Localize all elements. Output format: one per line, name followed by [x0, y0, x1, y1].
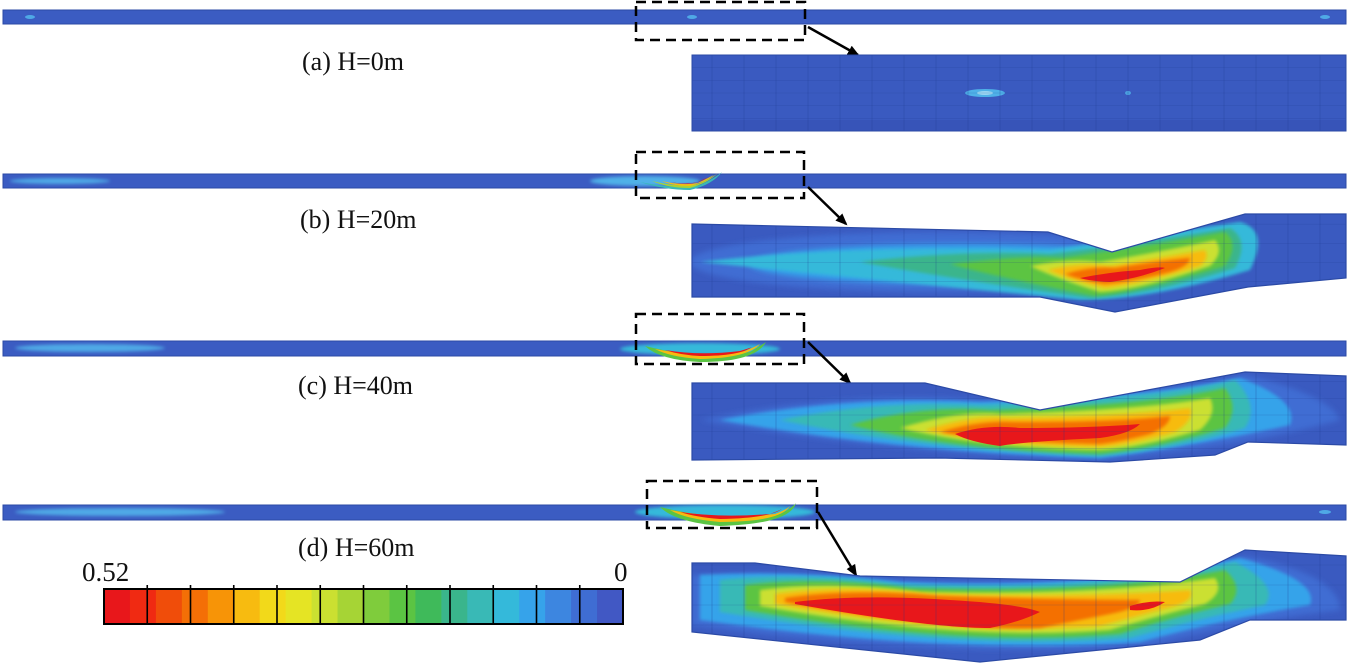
beam-contour — [15, 344, 165, 352]
legend-cell — [545, 589, 572, 624]
zoom-arrow-c — [807, 341, 852, 385]
beam-full-a — [2, 9, 1347, 25]
zoom-arrow-d — [816, 511, 858, 577]
legend-cell — [104, 589, 131, 624]
beam-hotspot — [665, 347, 752, 356]
legend-cell — [259, 589, 287, 624]
panel-label-a: (a) H=0m — [302, 47, 404, 76]
beam-spot — [1320, 15, 1330, 19]
selection-box-b — [634, 150, 806, 200]
legend-cell — [467, 589, 494, 624]
legend-cell — [311, 589, 339, 624]
legend-ticks — [146, 585, 581, 624]
legend-cell — [337, 589, 364, 624]
legend-cell — [441, 589, 468, 624]
legend-cell — [233, 589, 261, 624]
selection-box-d — [645, 479, 819, 530]
zoom-view-c — [691, 371, 1347, 463]
beam-spot — [687, 15, 697, 19]
zoom-arrow-b — [807, 186, 848, 226]
legend-max-label: 0.52 — [82, 557, 129, 587]
legend-cell — [519, 589, 546, 624]
panel-c: (c) H=40m — [2, 312, 1347, 463]
legend-cell — [129, 589, 157, 624]
legend-cell — [207, 589, 235, 624]
panel-a: (a) H=0m — [2, 0, 1347, 132]
panel-label-b: (b) H=20m — [300, 205, 416, 234]
beam-contour — [15, 508, 225, 516]
beam-contour — [1319, 510, 1331, 514]
legend-color-bar — [104, 589, 624, 624]
beam-hotspot — [680, 509, 782, 519]
beam-hotspot — [662, 175, 714, 186]
panel-label-c: (c) H=40m — [298, 371, 413, 400]
legend-cell — [181, 589, 209, 624]
color-legend: 0.52 0 — [82, 557, 628, 625]
beam-hotspot — [655, 344, 760, 359]
panel-d: (d) H=60m — [2, 479, 1347, 663]
zoom-arrow-a — [807, 25, 860, 57]
beam-spot — [25, 15, 35, 19]
legend-cell — [597, 589, 624, 624]
legend-cell — [389, 589, 416, 624]
beam-hotspot — [640, 172, 722, 190]
legend-cell — [493, 589, 520, 624]
panel-b: (b) H=20m — [2, 150, 1347, 313]
legend-cell — [155, 589, 183, 624]
beam-hotspot — [645, 342, 766, 362]
beam-contour — [10, 178, 110, 184]
zoom-view-d — [691, 549, 1347, 663]
beam-hotspot — [670, 506, 790, 522]
panel-label-d: (d) H=60m — [298, 533, 414, 562]
selection-box-c — [634, 312, 806, 366]
legend-cell — [363, 589, 390, 624]
zoom-view-b — [691, 213, 1347, 313]
legend-min-label: 0 — [614, 557, 628, 587]
legend-cell — [415, 589, 442, 624]
legend-cell — [285, 589, 313, 624]
beam-hotspot — [660, 503, 796, 526]
zoom-view-a — [691, 54, 1347, 132]
legend-cell — [571, 589, 598, 624]
selection-box-a — [634, 0, 807, 42]
